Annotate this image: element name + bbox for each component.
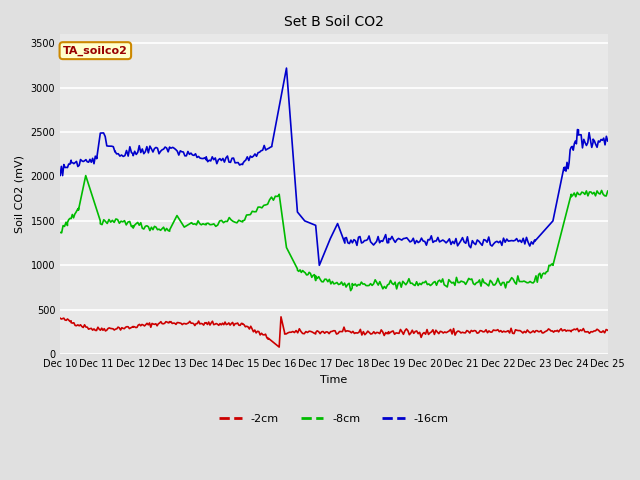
Title: Set B Soil CO2: Set B Soil CO2 [284, 15, 384, 29]
X-axis label: Time: Time [320, 374, 348, 384]
Y-axis label: Soil CO2 (mV): Soil CO2 (mV) [15, 155, 25, 233]
Legend: -2cm, -8cm, -16cm: -2cm, -8cm, -16cm [215, 409, 453, 429]
Text: TA_soilco2: TA_soilco2 [63, 46, 128, 56]
